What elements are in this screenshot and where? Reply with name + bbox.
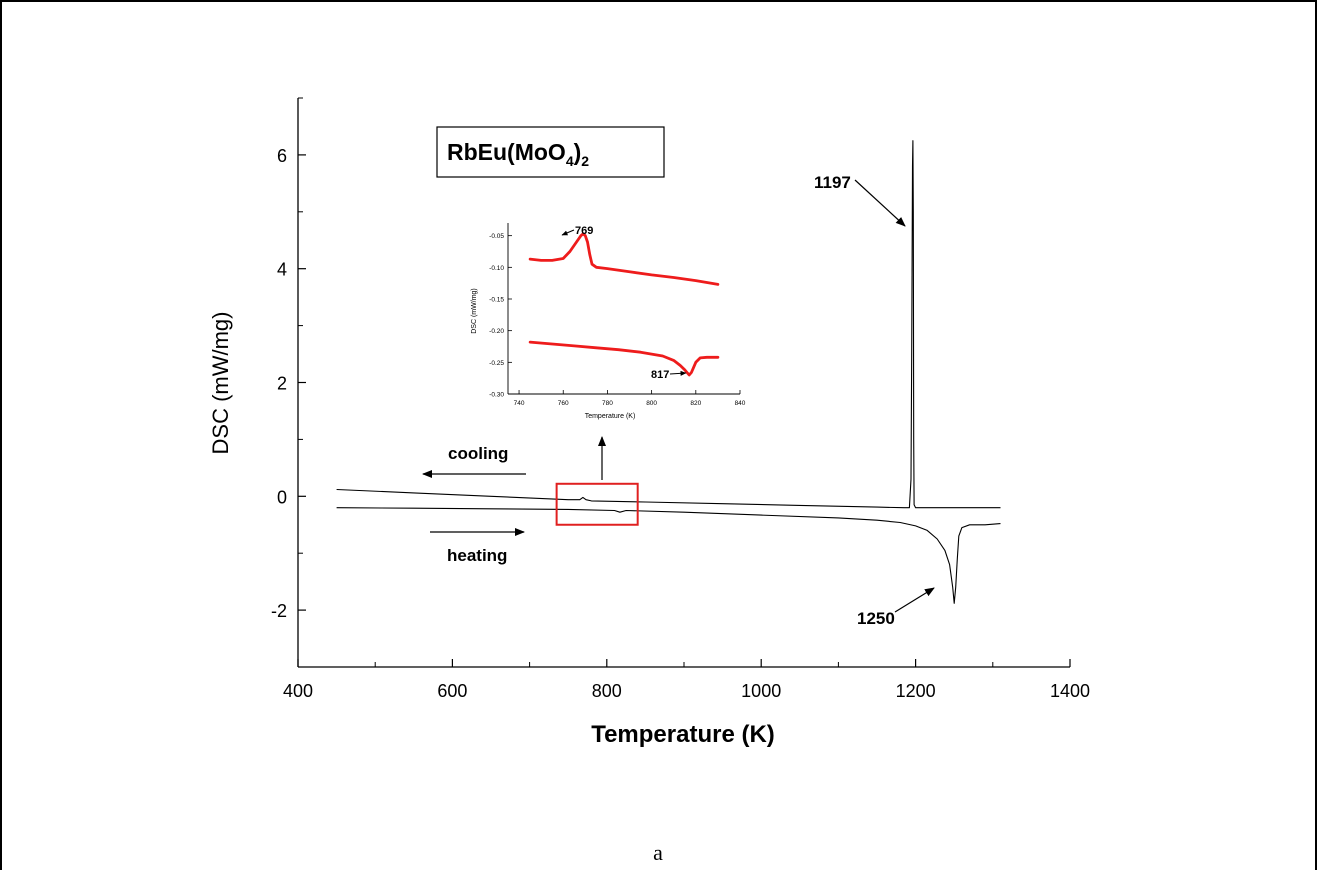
peak-arrow-1250	[894, 587, 935, 613]
inset-peak-arrow-769	[561, 229, 575, 236]
inset-chart: 740 760 780 800 820 840 -0.05 -0.10 -0.15 -0.20 -0…	[471, 223, 746, 420]
inset-peak-arrow-817	[669, 370, 687, 376]
inset-x-tick-label: 820	[690, 400, 701, 407]
inset-x-axis-label: Temperature (K)	[585, 413, 636, 420]
y-tick-label: 4	[277, 260, 287, 280]
x-tick-label: 600	[437, 681, 467, 701]
x-tick-label: 800	[592, 681, 622, 701]
y-axis-label: DSC (mW/mg)	[208, 312, 233, 455]
main-tick-labels: 400 600 800 1000 1200 1400 -2 0 2 4 6	[271, 146, 1090, 701]
inset-x-tick-label: 840	[735, 400, 746, 407]
inset-series-line-heating	[528, 340, 720, 377]
inset-x-tick-label: 760	[558, 400, 569, 407]
cooling-label: cooling	[448, 444, 508, 463]
inset-peak-label-817: 817	[651, 369, 669, 381]
inset-y-axis-label: DSC (mW/mg)	[471, 288, 478, 334]
x-axis-label: Temperature (K)	[591, 721, 775, 748]
inset-y-tick-label: -0.30	[489, 392, 504, 399]
x-tick-label: 1400	[1050, 681, 1090, 701]
inset-y-tick-label: -0.25	[489, 360, 504, 367]
main-ticks	[297, 97, 1071, 668]
inset-y-tick-label: -0.20	[489, 328, 504, 335]
y-tick-label: 2	[277, 374, 287, 394]
main-series	[336, 140, 1001, 604]
inset-series-line-cooling	[528, 232, 720, 286]
y-tick-label: -2	[271, 601, 287, 621]
heating-label: heating	[447, 546, 507, 565]
inset-series	[528, 232, 720, 377]
inset-y-tick-label: -0.10	[489, 265, 504, 272]
compound-label: RbEu(MoO4)2	[447, 139, 589, 169]
inset-tick-labels: 740 760 780 800 820 840 -0.05 -0.10 -0.15 -0.20 -0…	[489, 233, 746, 407]
peak-label-1250: 1250	[857, 609, 895, 628]
y-tick-label: 6	[277, 146, 287, 166]
x-tick-label: 1200	[896, 681, 936, 701]
inset-ticks	[508, 235, 741, 395]
peak-arrow-1197	[854, 179, 906, 227]
inset-y-tick-label: -0.05	[489, 233, 504, 240]
series-line-cooling	[336, 140, 1001, 509]
y-tick-label: 0	[277, 487, 287, 507]
inset-peak-label-769: 769	[575, 225, 593, 237]
inset-x-tick-label: 780	[602, 400, 613, 407]
series-line-heating	[336, 507, 1001, 604]
figure-caption: a	[653, 840, 663, 865]
peak-label-1197: 1197	[814, 173, 851, 192]
x-tick-label: 400	[283, 681, 313, 701]
compound-label-box	[436, 126, 665, 178]
inset-x-tick-label: 740	[514, 400, 525, 407]
x-tick-label: 1000	[741, 681, 781, 701]
inset-x-tick-label: 800	[646, 400, 657, 407]
inset-y-tick-label: -0.15	[489, 297, 504, 304]
highlight-box	[555, 482, 639, 526]
